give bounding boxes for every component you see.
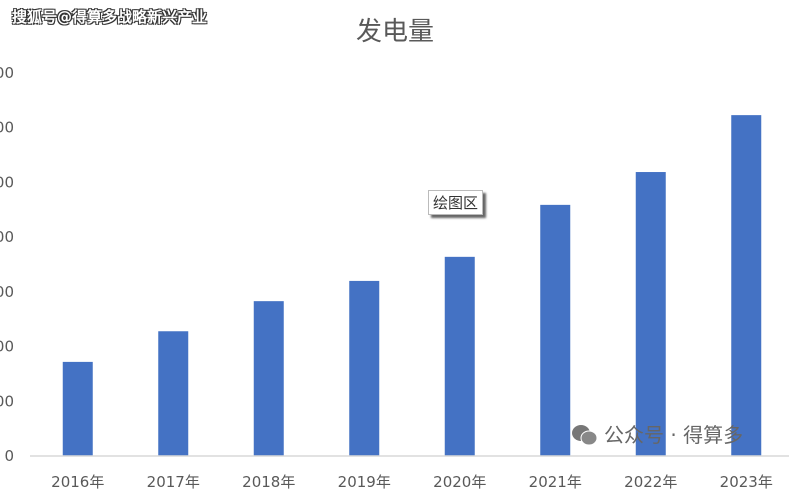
bar-2017年: [158, 331, 189, 456]
bar-2020年: [444, 256, 475, 456]
bar-2019年: [349, 280, 380, 456]
x-tick-label: 2021年: [529, 473, 582, 491]
wechat-icon: [572, 425, 598, 446]
bar-2018年: [253, 301, 284, 456]
x-tick-label: 2023年: [720, 473, 773, 491]
y-tick-label: 00: [0, 338, 14, 356]
x-tick-label: 2017年: [147, 473, 200, 491]
watermark-bottom: 公众号 · 得算多: [570, 422, 743, 448]
y-tick-label: 00: [0, 64, 14, 82]
bar-2023年: [731, 115, 762, 456]
x-tick-label: 2022年: [624, 473, 677, 491]
y-tick-label: 00: [0, 392, 14, 410]
plot-area-tooltip: 绘图区: [428, 190, 484, 215]
chart-title: 发电量: [356, 17, 434, 47]
y-tick-label: 00: [0, 119, 14, 137]
y-tick-label: 00: [0, 283, 14, 301]
x-tick-label: 2019年: [338, 473, 391, 491]
x-tick-label: 2020年: [433, 473, 486, 491]
watermark-bottom-text: 公众号 · 得算多: [604, 423, 744, 447]
y-tick-label: 00: [0, 173, 14, 191]
y-tick-label: 00: [0, 228, 14, 246]
bar-2016年: [62, 361, 93, 456]
bar-2022年: [635, 172, 666, 457]
x-tick-label: 2016年: [51, 473, 104, 491]
y-tick-label: 0: [4, 447, 14, 465]
watermark-top: 搜狐号@得算多战略新兴产业: [12, 8, 208, 26]
x-tick-label: 2018年: [242, 473, 295, 491]
bar-2021年: [540, 204, 571, 456]
